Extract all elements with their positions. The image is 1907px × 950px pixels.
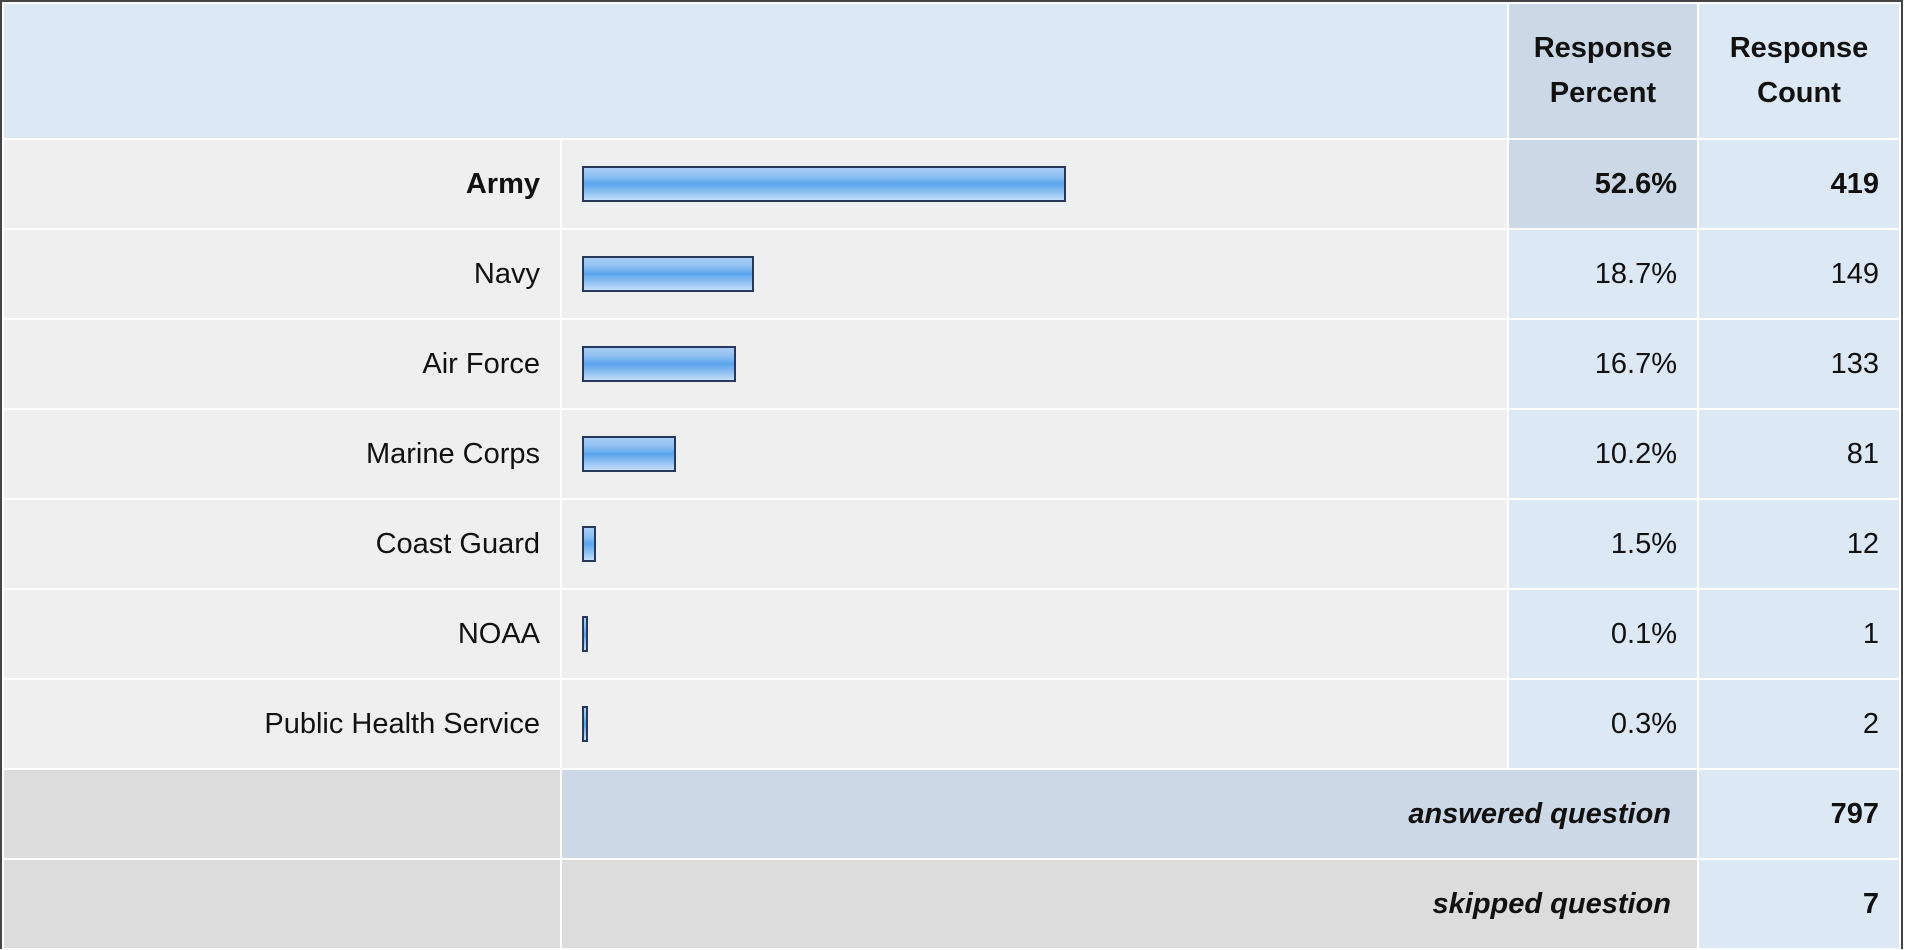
bar-cell	[562, 230, 1507, 318]
skipped-blank-cell	[4, 860, 560, 948]
bar-cell	[562, 590, 1507, 678]
skipped-question-count: 7	[1699, 860, 1899, 948]
header-blank-cell	[4, 4, 1507, 138]
bar-cell	[562, 500, 1507, 588]
response-percent-header-line1: Response	[1533, 32, 1673, 65]
answered-question-row: answered question 797	[4, 770, 1899, 858]
answered-blank-cell	[4, 770, 560, 858]
skipped-question-row: skipped question 7	[4, 860, 1899, 948]
response-percent-header-line2: Percent	[1549, 77, 1657, 109]
response-count-value: 81	[1699, 410, 1899, 498]
answer-option-label: Air Force	[4, 320, 560, 408]
response-bar	[582, 256, 754, 292]
response-bar	[582, 436, 676, 472]
response-count-value: 1	[1699, 590, 1899, 678]
response-percent-value: 52.6%	[1509, 140, 1697, 228]
skipped-question-label: skipped question	[562, 860, 1697, 948]
response-count-value: 2	[1699, 680, 1899, 768]
response-count-header: Response Count	[1699, 4, 1899, 138]
response-count-value: 133	[1699, 320, 1899, 408]
response-percent-value: 0.1%	[1509, 590, 1697, 678]
bar-track	[582, 706, 1507, 742]
response-percent-value: 1.5%	[1509, 500, 1697, 588]
bar-cell	[562, 410, 1507, 498]
answered-question-label: answered question	[562, 770, 1697, 858]
bar-track	[582, 436, 1507, 472]
response-count-value: 149	[1699, 230, 1899, 318]
answer-option-label: NOAA	[4, 590, 560, 678]
response-bar	[582, 616, 588, 652]
response-percent-header: Response Percent	[1509, 4, 1697, 138]
table-header-row: Response Percent Response Count	[4, 4, 1899, 138]
table-row: Coast Guard 1.5% 12	[4, 500, 1899, 588]
bar-track	[582, 616, 1507, 652]
table-row: NOAA 0.1% 1	[4, 590, 1899, 678]
response-percent-value: 10.2%	[1509, 410, 1697, 498]
answer-option-label: Army	[4, 140, 560, 228]
response-percent-value: 0.3%	[1509, 680, 1697, 768]
table-row: Army 52.6% 419	[4, 140, 1899, 228]
table-row: Navy 18.7% 149	[4, 230, 1899, 318]
response-count-header-line1: Response	[1729, 32, 1869, 65]
response-bar	[582, 706, 588, 742]
table-row: Marine Corps 10.2% 81	[4, 410, 1899, 498]
bar-cell	[562, 680, 1507, 768]
response-count-value: 419	[1699, 140, 1899, 228]
bar-track	[582, 346, 1507, 382]
answer-option-label: Marine Corps	[4, 410, 560, 498]
answered-question-count: 797	[1699, 770, 1899, 858]
response-bar	[582, 346, 736, 382]
response-bar	[582, 166, 1066, 202]
bar-track	[582, 526, 1507, 562]
response-bar	[582, 526, 596, 562]
response-count-value: 12	[1699, 500, 1899, 588]
response-percent-value: 16.7%	[1509, 320, 1697, 408]
answer-option-label: Coast Guard	[4, 500, 560, 588]
bar-track	[582, 256, 1507, 292]
answer-option-label: Navy	[4, 230, 560, 318]
table-row: Public Health Service 0.3% 2	[4, 680, 1899, 768]
response-percent-value: 18.7%	[1509, 230, 1697, 318]
bar-track	[582, 166, 1507, 202]
answer-option-label: Public Health Service	[4, 680, 560, 768]
table-row: Air Force 16.7% 133	[4, 320, 1899, 408]
bar-cell	[562, 140, 1507, 228]
response-count-header-line2: Count	[1757, 77, 1841, 109]
bar-cell	[562, 320, 1507, 408]
